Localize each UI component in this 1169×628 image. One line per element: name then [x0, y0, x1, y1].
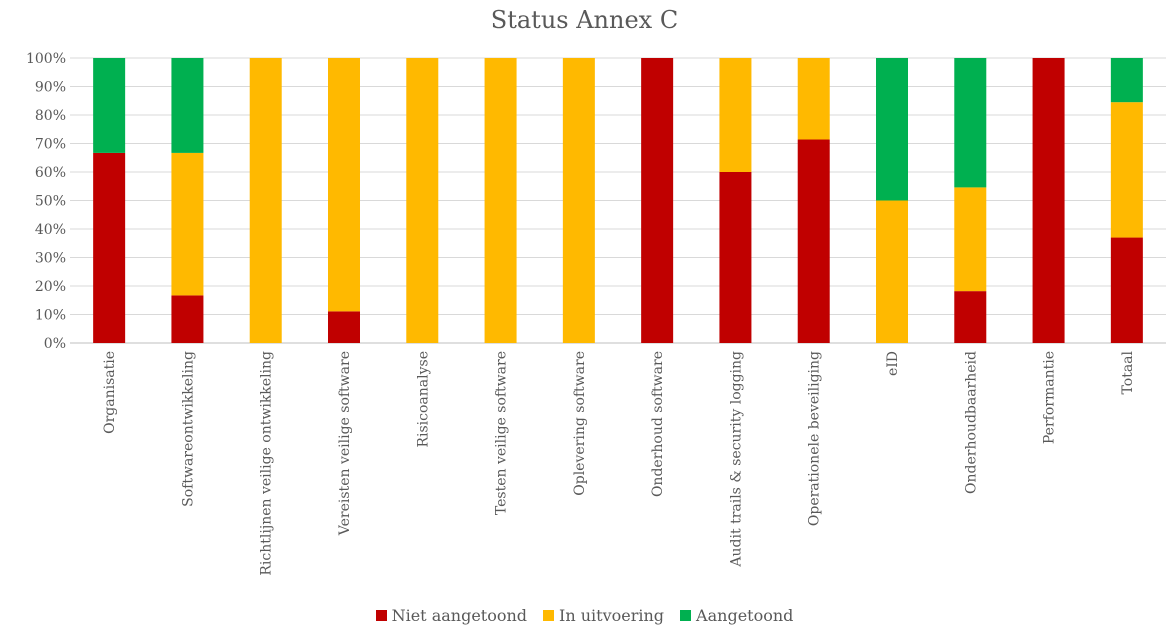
legend-item: Niet aangetoond [375, 606, 528, 625]
x-category-label: Performantie [1042, 351, 1058, 444]
y-tick-label: 90% [35, 80, 66, 96]
bar-segment [1110, 237, 1143, 343]
bar-segment [876, 58, 908, 201]
legend-item: Aangetoond [680, 606, 793, 625]
bar-segment [1110, 102, 1143, 238]
legend-item: In uitvoering [543, 606, 664, 625]
x-category-label: eID [885, 351, 901, 376]
y-tick-label: 50% [35, 194, 66, 210]
legend-label: In uitvoering [559, 606, 665, 625]
bar-segment [406, 58, 439, 343]
y-tick-label: 100% [26, 51, 66, 67]
x-category-label: Totaal [1120, 350, 1136, 394]
x-category-label: Risicoanalyse [415, 351, 431, 448]
bar-segment [562, 58, 595, 343]
legend-label: Niet aangetoond [391, 606, 528, 625]
legend-label: Aangetoond [696, 606, 794, 625]
bar-segment [171, 295, 204, 343]
bar-segment [484, 58, 517, 343]
y-tick-label: 30% [35, 251, 66, 267]
x-category-label: Operationele beveiliging [807, 351, 823, 526]
x-category-label: Testen veilige software [494, 351, 510, 515]
y-tick-label: 10% [35, 308, 66, 324]
bar-segment [797, 139, 830, 343]
x-category-label: Richtlijnen veilige ontwikkeling [259, 351, 275, 576]
y-tick-label: 60% [35, 165, 66, 181]
bar-segment [328, 58, 360, 312]
legend-swatch [680, 610, 692, 621]
bar-segment [876, 200, 908, 343]
y-tick-label: 20% [35, 279, 66, 295]
chart-title: Status Annex C [490, 6, 679, 34]
legend-swatch [543, 610, 555, 621]
x-category-label: Onderhoudbaarheid [963, 351, 979, 494]
y-tick-label: 80% [35, 108, 66, 124]
chart-plot-area: 0% 10% 20% 30% 40% 50% 60% 70% 80% 90% 100% Organis… [26, 51, 1166, 576]
x-category-label: Vereisten veilige software [337, 351, 353, 536]
bar-segment [1032, 58, 1065, 343]
x-category-label: Organisatie [102, 351, 118, 434]
bar-segment [954, 58, 987, 188]
bar-segment [171, 152, 204, 296]
legend-swatch [375, 610, 387, 621]
bar-segment [719, 172, 752, 343]
bar-segment [93, 58, 126, 153]
bar-segment [328, 311, 360, 343]
y-tick-label: 0% [44, 336, 66, 352]
bar-segment [93, 152, 126, 343]
y-tick-label: 40% [35, 222, 66, 238]
x-category-label: Onderhoud software [650, 351, 666, 497]
y-tick-label: 70% [35, 137, 66, 153]
bar-segment [249, 58, 282, 343]
bar-segment [641, 58, 674, 343]
x-category-label: Softwareontwikkeling [180, 351, 196, 507]
x-category-label: Audit trails & security logging [728, 351, 744, 568]
bar-segment [954, 291, 987, 343]
bar-segment [719, 58, 752, 172]
chart-legend: Niet aangetoond In uitvoering Aangetoond [0, 606, 1169, 625]
bar-segment [171, 58, 204, 153]
bar-segment [954, 187, 987, 292]
x-category-label: Oplevering software [572, 351, 588, 496]
bar-segment [797, 58, 830, 140]
bar-segment [1110, 58, 1143, 103]
